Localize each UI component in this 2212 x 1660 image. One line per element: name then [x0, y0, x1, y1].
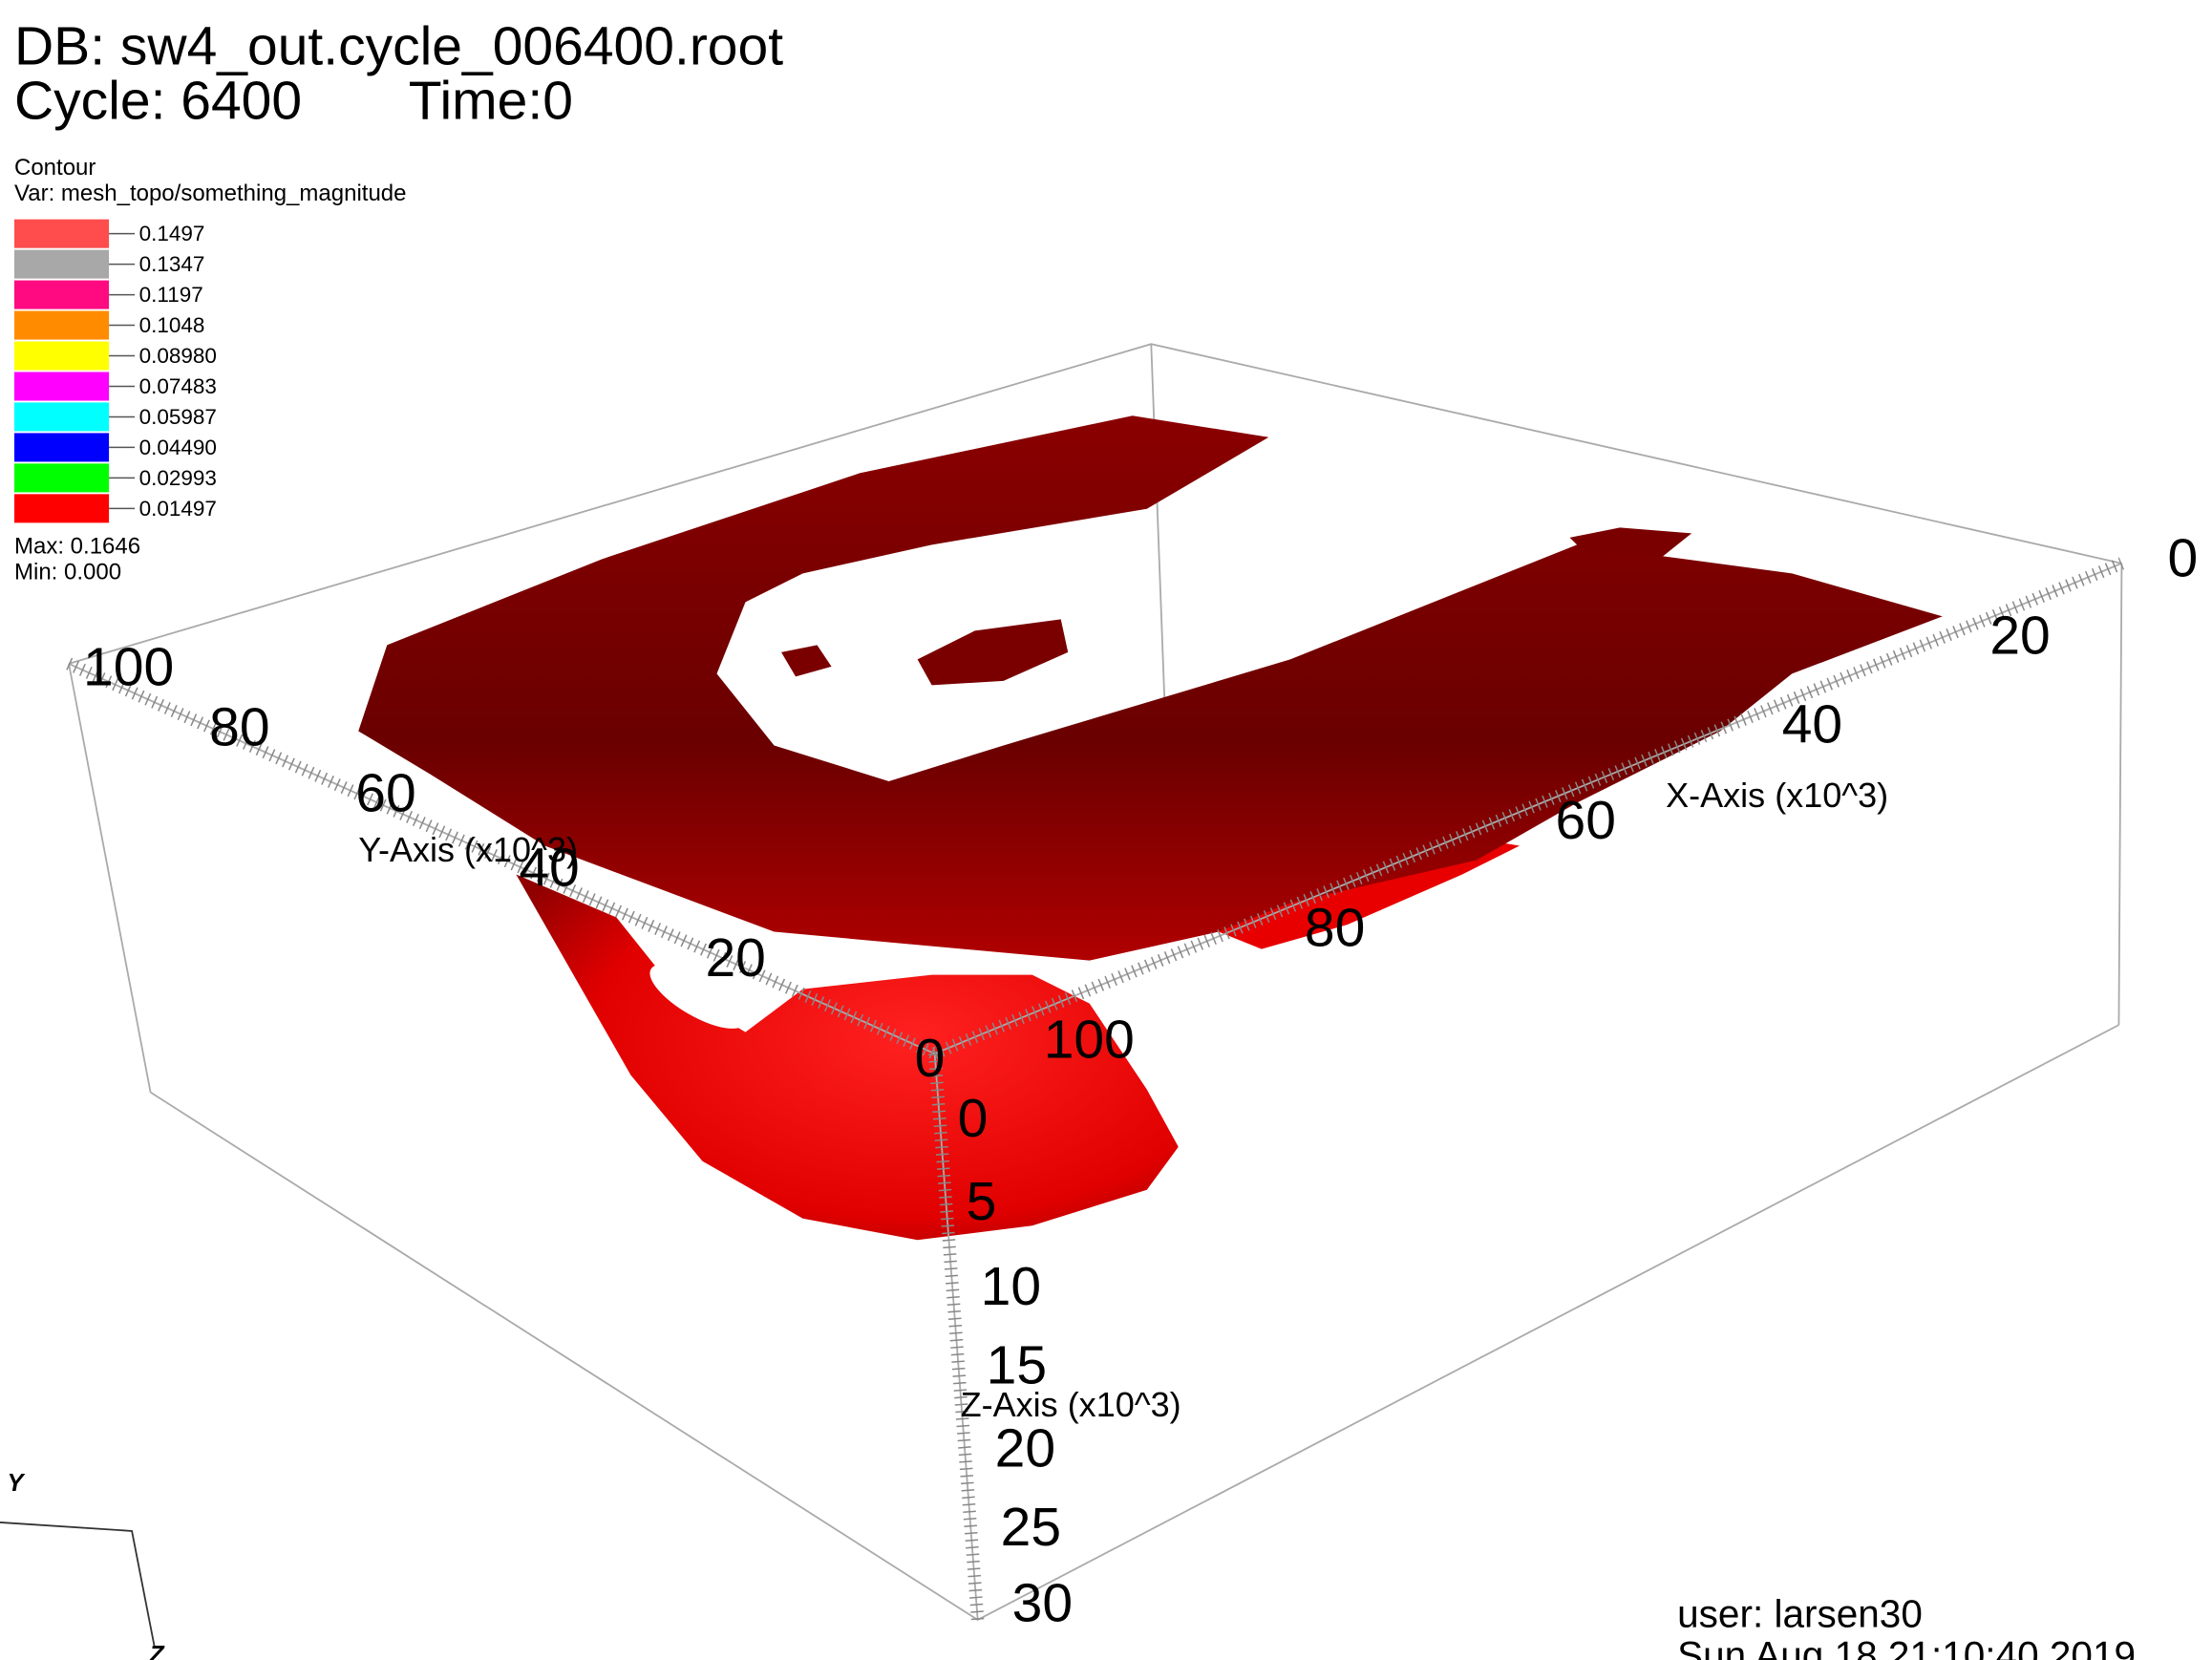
tick-label: 80: [209, 696, 269, 757]
tick-label: 40: [519, 838, 579, 899]
legend-swatch: [14, 341, 110, 371]
legend-swatch: [14, 219, 110, 248]
tick-label: 30: [1012, 1572, 1073, 1633]
legend-swatch: [14, 249, 110, 279]
surface-island: [781, 645, 832, 677]
surface-hole: [649, 964, 747, 1029]
tick-label: 20: [1989, 605, 2050, 666]
legend-label: 0.1347: [139, 252, 205, 276]
legend-swatch: [14, 494, 110, 523]
legend-label: 0.1048: [139, 313, 205, 337]
legend-var: Var: mesh_topo/something_magnitude: [14, 181, 406, 206]
surface-body: [516, 874, 1179, 1241]
tick-label: 5: [967, 1171, 997, 1232]
legend-swatch: [14, 433, 110, 462]
legend-label: 0.04490: [139, 436, 217, 459]
legend-swatch: [14, 310, 110, 340]
tick-label: 20: [705, 927, 765, 989]
surface-island: [1569, 527, 1692, 560]
contour-surface: [358, 415, 1943, 1241]
axes: [66, 557, 2125, 1621]
tick-label: 60: [355, 762, 415, 823]
surface-island: [917, 619, 1069, 686]
tick-label: 100: [1044, 1010, 1135, 1071]
db-title: DB: sw4_out.cycle_006400.root: [14, 16, 783, 77]
tick-label: 20: [995, 1417, 1055, 1479]
legend-label: 0.1497: [139, 222, 205, 245]
tick-label: 0: [958, 1088, 989, 1149]
legend-label: 0.05987: [139, 405, 217, 429]
triad-label: Z: [148, 1642, 165, 1660]
user-label: user: larsen30: [1677, 1591, 1923, 1635]
tick-label: 80: [1305, 898, 1365, 959]
tick-label: 0: [915, 1028, 946, 1089]
axis-title: Z-Axis (x10^3): [961, 1385, 1181, 1424]
legend-label: 0.01497: [139, 497, 217, 521]
legend: 0.1497 0.1347 0.1197 0.1048 0.08980 0.07483 0.…: [14, 219, 217, 523]
time-label: Time:0: [409, 71, 573, 132]
legend-label: 0.08980: [139, 344, 217, 368]
surface-sheet: [358, 415, 1943, 961]
legend-label: 0.07483: [139, 374, 217, 398]
cycle-label: Cycle: 6400: [14, 71, 302, 132]
axis-title: X-Axis (x10^3): [1666, 776, 1888, 815]
tick-label: 40: [1782, 693, 1842, 755]
legend-swatch: [14, 280, 110, 309]
legend-swatch: [14, 372, 110, 401]
tick-label: 0: [2167, 527, 2198, 588]
bounding-box: [68, 343, 2123, 1622]
tick-label: 100: [83, 636, 174, 697]
legend-min: Min: 0.000: [14, 559, 121, 585]
legend-title: Contour: [14, 155, 96, 181]
legend-label: 0.1197: [139, 283, 203, 307]
date-label: Sun Aug 18 21:10:40 2019: [1677, 1633, 2136, 1660]
axis-title: Y-Axis (x10^3): [358, 830, 578, 869]
tick-label: 10: [981, 1256, 1041, 1317]
tick-label: 15: [987, 1334, 1047, 1395]
triad: Y Z: [0, 1470, 165, 1660]
legend-label: 0.02993: [139, 466, 217, 490]
legend-swatch: [14, 463, 110, 493]
legend-max: Max: 0.1646: [14, 533, 140, 559]
tick-label: 60: [1556, 790, 1616, 851]
triad-label: Y: [8, 1470, 26, 1497]
legend-swatch: [14, 402, 110, 432]
tick-label: 25: [1001, 1497, 1061, 1558]
